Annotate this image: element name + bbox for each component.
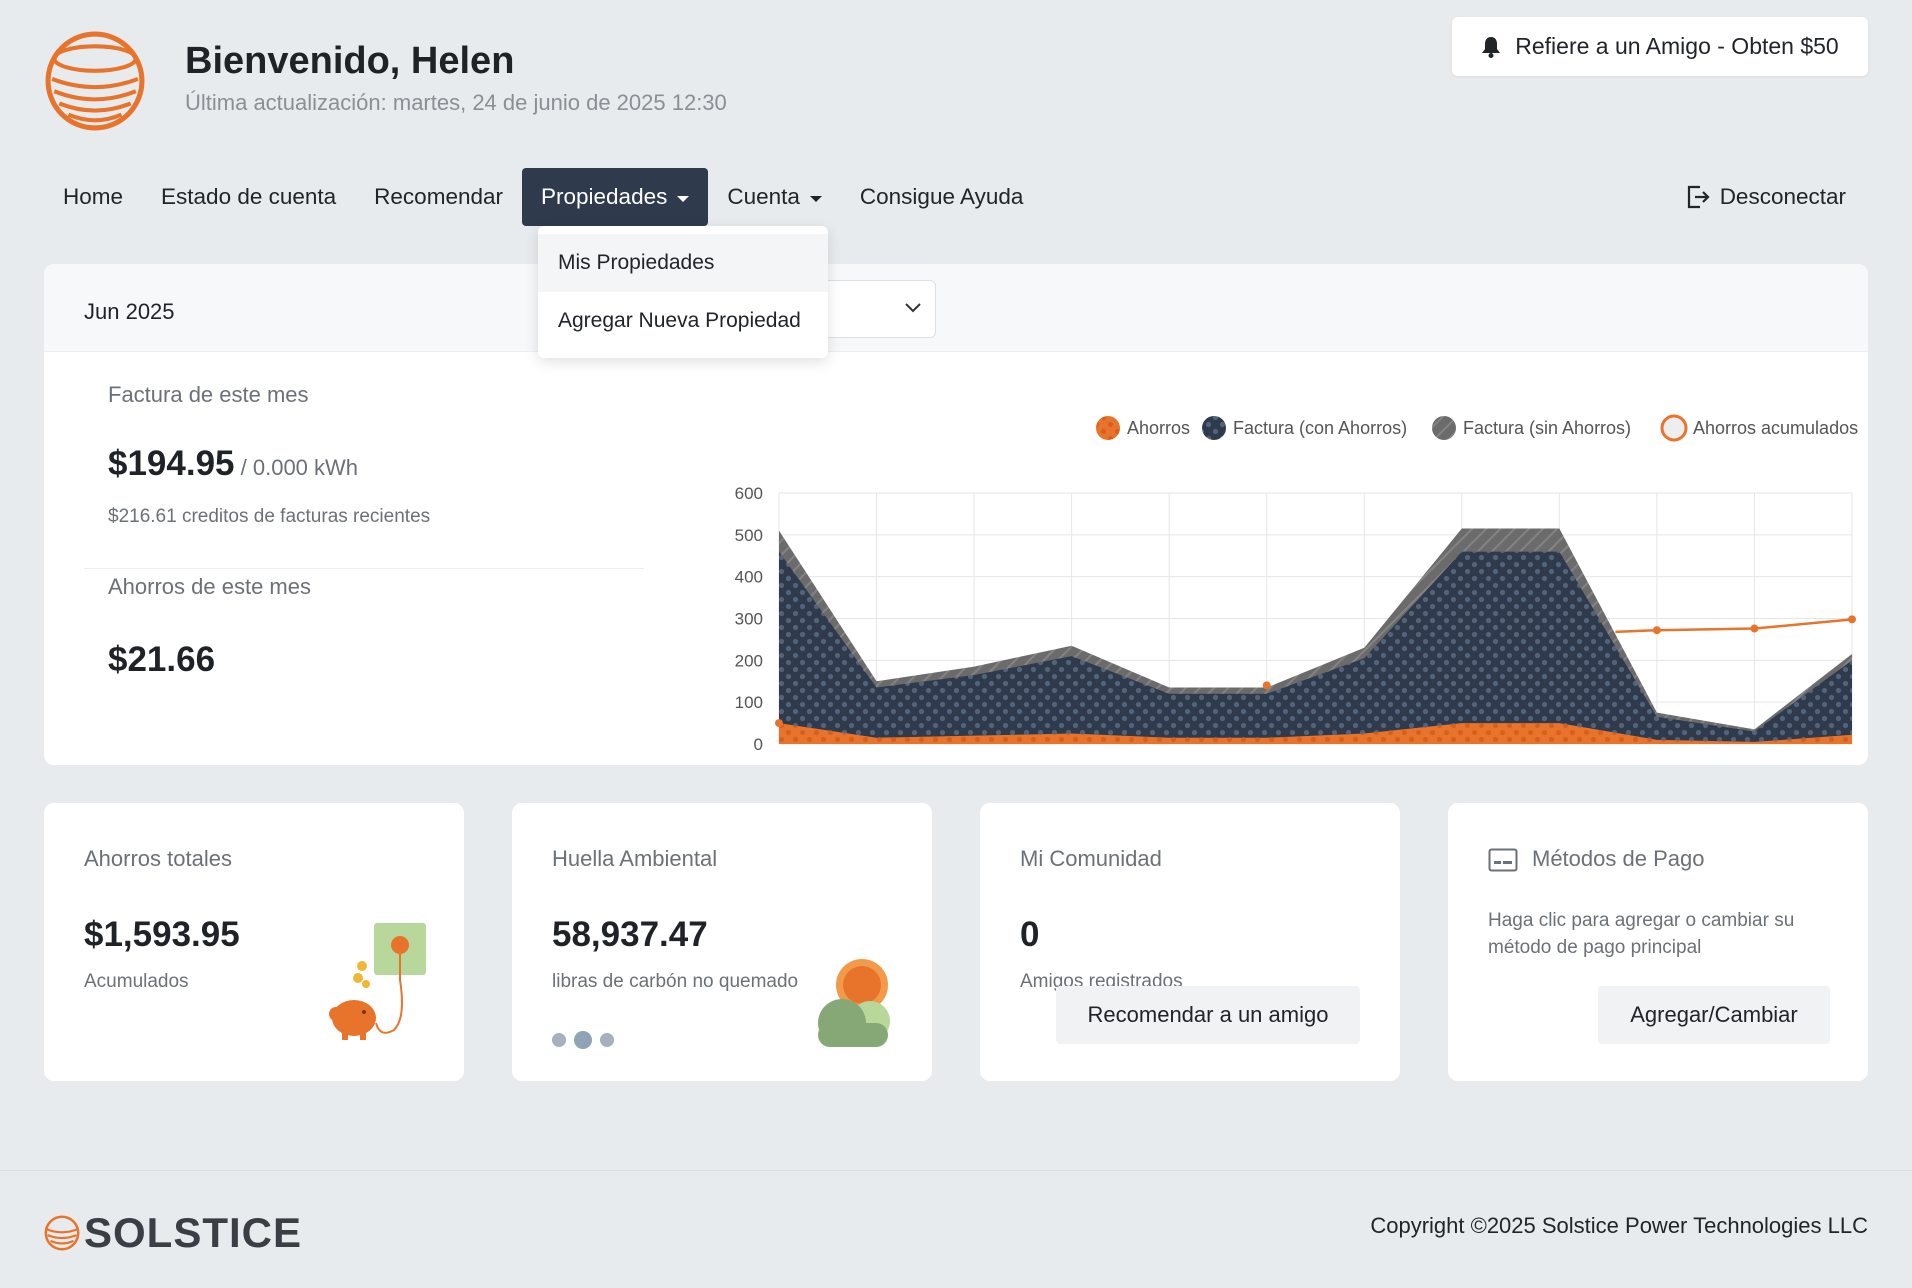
card-value: 0 [1020,915,1040,954]
copyright: Copyright ©2025 Solstice Power Technolog… [1370,1213,1868,1238]
credit-card-icon [1488,848,1518,872]
propiedades-dropdown: Mis Propiedades Agregar Nueva Propiedad [538,226,828,358]
savings-amount: $21.66 [108,640,216,679]
refer-friend-button[interactable]: Refiere a un Amigo - Obten $50 [1452,17,1868,76]
nav-recomendar[interactable]: Recomendar [355,168,522,226]
footer-logo: SOLSTICE [44,1209,302,1257]
add-change-payment-button[interactable]: Agregar/Cambiar [1598,986,1830,1044]
point-ahorros-acumulados [1652,626,1661,635]
piggy-bank-icon [329,923,426,1040]
nav-recomendar-label: Recomendar [374,184,503,209]
footer-brand: SOLSTICE [84,1209,303,1256]
savings-chart: 0100200300400500600JunJulSepOctNovDecJan… [735,414,1858,752]
card-subtitle: Acumulados [84,971,189,992]
legend-label: Ahorros [1127,418,1190,438]
bill-amount-value: $194.95 [108,444,235,483]
y-tick-label: 300 [735,610,763,629]
total-savings-card: Ahorros totales $1,593.95 Acumulados [44,803,464,1081]
caret-down-icon [677,195,690,202]
carousel-dot-active[interactable] [574,1031,592,1049]
card-title: Ahorros totales [84,846,232,871]
point-ahorros-acumulados [1848,615,1856,624]
payment-methods-card: Métodos de Pago Haga clic para agregar o… [1448,803,1868,1081]
legend-label: Factura (sin Ahorros) [1463,418,1631,438]
chevron-down-icon [905,303,921,313]
legend-label: Ahorros acumulados [1693,418,1858,438]
logout-label: Desconectar [1719,184,1846,209]
bill-label: Factura de este mes [108,382,309,407]
dropdown-agregar-propiedad[interactable]: Agregar Nueva Propiedad [558,309,801,332]
nav-consigue-ayuda[interactable]: Consigue Ayuda [841,168,1042,226]
month-label: Jun 2025 [84,299,175,324]
nav-propiedades-label: Propiedades [541,184,668,209]
solstice-logo [45,31,145,131]
savings-label: Ahorros de este mes [108,574,311,599]
payment-description: Haga clic para agregar o cambiar su méto… [1488,910,1795,958]
carousel-dot[interactable] [552,1033,566,1047]
nav-cuenta[interactable]: Cuenta [708,168,841,226]
logout-icon [1687,185,1710,209]
bill-kwh: / 0.000 kWh [234,455,359,480]
legend-label: Factura (con Ahorros) [1233,418,1407,438]
y-tick-label: 0 [754,735,763,752]
bill-amount: $194.95 / 0.000 kWh [108,444,358,484]
legend-swatch [1096,416,1120,440]
y-tick-label: 500 [735,526,763,545]
main-nav: Home Estado de cuenta Recomendar Propied… [44,168,1042,226]
nav-home-label: Home [63,184,124,209]
sun-cloud-icon [818,959,890,1047]
carousel-dot[interactable] [600,1033,614,1047]
refer-friend-label: Refiere a un Amigo - Obten $50 [1515,33,1839,59]
y-tick-label: 200 [735,651,763,670]
bill-credit: $216.61 creditos de facturas recientes [108,506,431,527]
nav-home[interactable]: Home [44,168,142,226]
environmental-footprint-card: Huella Ambiental 58,937.47 libras de car… [512,803,932,1081]
card-title: Huella Ambiental [552,846,718,871]
card-value: 58,937.47 [552,915,708,954]
y-tick-label: 600 [735,484,763,503]
carousel-dots [552,1031,614,1049]
welcome-title: Bienvenido, Helen [185,40,515,82]
monthly-summary-card: Jun 2025 ue Factura de este mes $194.95 … [44,264,1868,765]
nav-estado-label: Estado de cuenta [161,184,337,209]
point-ahorros-acumulados [1262,681,1271,690]
card-header: Jun 2025 ue [44,264,1868,352]
card-value: $1,593.95 [84,915,240,954]
divider [84,568,644,569]
nav-propiedades[interactable]: Propiedades [522,168,709,226]
card-title: Métodos de Pago [1532,846,1705,871]
bell-icon [1482,36,1501,58]
y-tick-label: 100 [735,693,763,712]
footer: SOLSTICE Copyright ©2025 Solstice Power … [0,1170,1912,1288]
legend-swatch [1202,416,1226,440]
legend-swatch [1432,416,1456,440]
y-tick-label: 400 [735,568,763,587]
line-ahorros-acumulados [1615,618,1853,634]
community-card: Mi Comunidad 0 Amigos registrados Recome… [980,803,1400,1081]
area-ahorros [779,723,1852,744]
area-factura-con-ahorros [779,551,1852,744]
card-subtitle: libras de carbón no quemado [552,971,799,992]
recommend-friend-button[interactable]: Recomendar a un amigo [1056,986,1360,1044]
last-updated: Última actualización: martes, 24 de juni… [185,90,727,115]
nav-estado-de-cuenta[interactable]: Estado de cuenta [142,168,355,226]
card-title: Mi Comunidad [1020,846,1162,871]
solstice-logo-icon [44,1215,80,1251]
nav-cuenta-label: Cuenta [727,184,800,209]
point-ahorros [775,719,783,728]
dropdown-mis-propiedades[interactable]: Mis Propiedades [538,234,828,292]
point-ahorros-acumulados [1750,624,1759,633]
caret-down-icon [809,195,822,202]
legend-swatch [1660,414,1688,442]
nav-ayuda-label: Consigue Ayuda [859,184,1024,209]
logout-button[interactable]: Desconectar [1686,168,1846,226]
